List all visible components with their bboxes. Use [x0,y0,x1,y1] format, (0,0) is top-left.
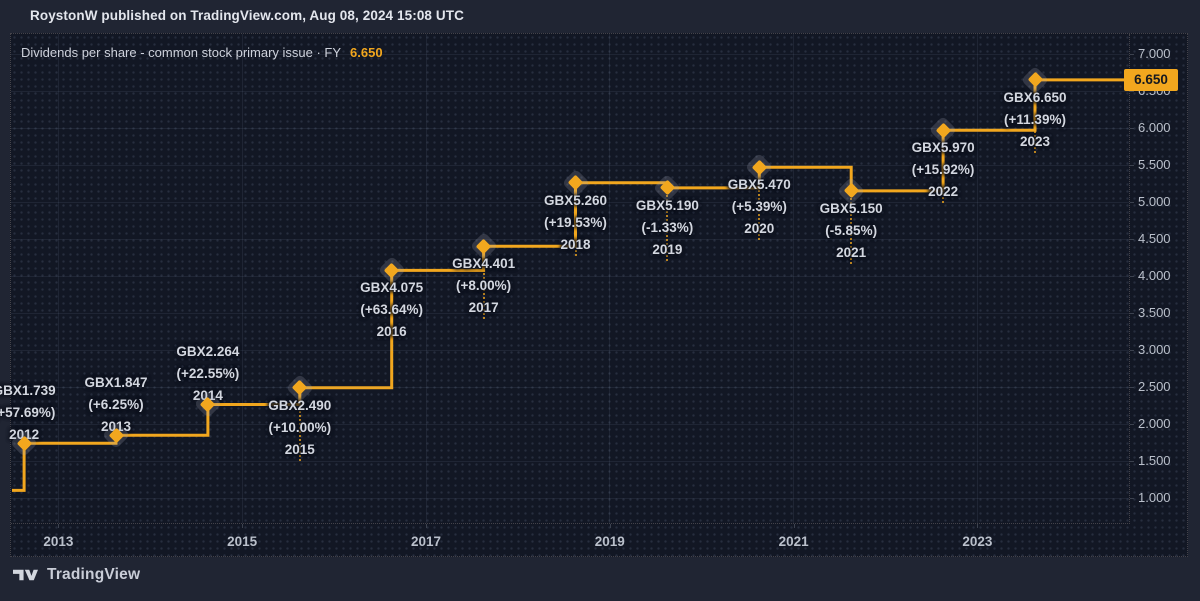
x-axis-tick [58,524,60,528]
gridline-horizontal [11,201,1129,203]
tradingview-glyph-icon [13,569,38,580]
gridline-horizontal [11,312,1129,314]
y-axis-tick [1130,54,1134,55]
gridline-horizontal [11,349,1129,351]
gridline-vertical [609,34,611,523]
y-axis-label: 5.000 [1138,194,1171,209]
y-axis-label: 4.000 [1138,268,1171,283]
y-axis-label: 1.500 [1138,453,1171,468]
gridline-horizontal [11,90,1129,92]
gridline-horizontal [11,497,1129,499]
gridline-horizontal [11,127,1129,129]
series-legend[interactable]: Dividends per share - common stock prima… [21,45,383,60]
y-axis-tick [1130,276,1134,277]
gridline-horizontal [11,386,1129,388]
y-axis-label: 5.500 [1138,157,1171,172]
gridline-vertical [425,34,427,523]
x-axis-label: 2023 [962,534,993,549]
y-axis-tick [1130,313,1134,314]
attribution-text: RoystonW published on TradingView.com, A… [30,8,464,23]
x-axis-label: 2021 [778,534,809,549]
last-value-badge: 6.650 [1124,68,1178,91]
x-axis-label: 2015 [227,534,258,549]
y-axis-tick [1130,424,1134,425]
price-axis[interactable]: 7.0006.5006.0005.5005.0004.5004.0003.500… [1130,34,1189,523]
attribution-bar: RoystonW published on TradingView.com, A… [0,0,1200,33]
series-last-value: 6.650 [350,45,383,60]
dividend-step-line [12,78,1127,492]
x-axis-tick [242,524,244,528]
y-axis-label: 6.000 [1138,120,1171,135]
y-axis-tick [1130,461,1134,462]
y-axis-label: 7.000 [1138,46,1171,61]
y-axis-tick [1130,239,1134,240]
brand-name: TradingView [47,566,141,583]
gridline-horizontal [11,275,1129,277]
y-axis-label: 3.500 [1138,305,1171,320]
time-axis[interactable]: 2013 2015 2017 2019 2021 2023 [11,524,1189,557]
chart-plot-area[interactable]: Dividends per share - common stock prima… [0,34,1130,524]
y-axis-label: 2.500 [1138,379,1171,394]
x-axis-label: 2019 [594,534,625,549]
y-axis-tick [1130,165,1134,166]
gridline-vertical [57,34,59,523]
x-axis-tick [609,524,611,528]
y-axis-label: 2.000 [1138,416,1171,431]
chart-frame: Dividends per share - common stock prima… [0,33,1189,557]
gridline-horizontal [11,460,1129,462]
tradingview-logo[interactable]: TradingView [13,566,140,584]
x-axis-label: 2013 [43,534,74,549]
gridline-vertical [976,34,978,523]
series-title: Dividends per share - common stock prima… [21,45,342,60]
gridline-horizontal [11,53,1129,55]
y-axis-label: 1.000 [1138,490,1171,505]
gridline-vertical [793,34,795,523]
gridline-horizontal [11,423,1129,425]
x-axis-tick [977,524,979,528]
gridline-vertical [241,34,243,523]
gridline-horizontal [11,238,1129,240]
y-axis-tick [1130,350,1134,351]
x-axis-label: 2017 [410,534,442,549]
y-axis-tick [1130,498,1134,499]
gridline-horizontal [11,164,1129,166]
y-axis-tick [1130,202,1134,203]
y-axis-tick [1130,387,1134,388]
x-axis-tick [426,524,427,528]
y-axis-tick [1130,91,1134,92]
y-axis-tick [1130,128,1134,129]
x-axis-tick [793,524,795,528]
y-axis-label: 3.000 [1138,342,1171,357]
y-axis-label: 4.500 [1138,231,1171,246]
point-label-2012: GBX1.739(+57.69%)2012 [0,383,56,443]
